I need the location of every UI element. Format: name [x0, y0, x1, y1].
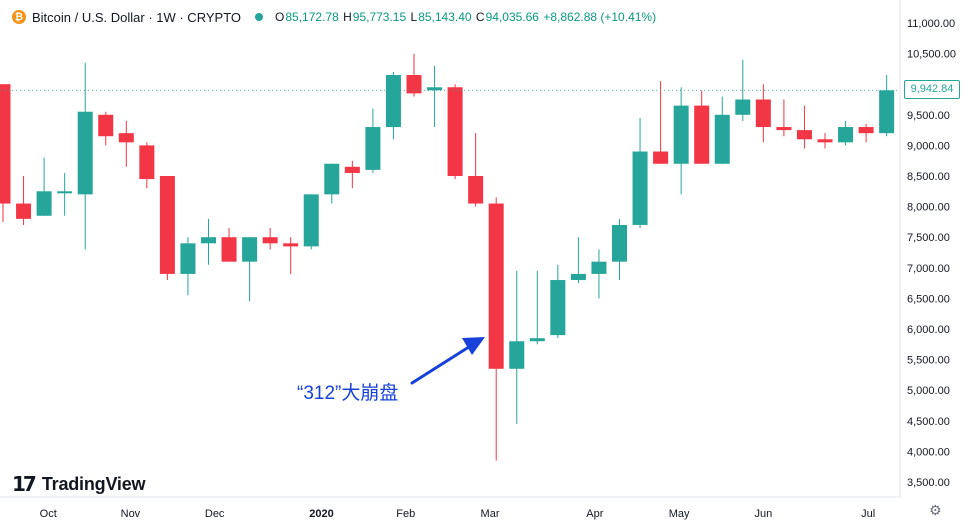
candle-body — [550, 280, 566, 336]
y-tick-label: 5,000.00 — [907, 385, 950, 397]
y-tick-label: 6,000.00 — [907, 324, 950, 336]
candle-body — [612, 224, 627, 262]
candle-body — [591, 261, 607, 274]
x-tick-label: Oct — [40, 508, 57, 520]
candle-body — [796, 130, 812, 140]
candle-body — [16, 203, 32, 219]
open-label: O — [275, 10, 285, 24]
candle-body — [180, 243, 196, 274]
y-tick-label: 9,000.00 — [907, 140, 950, 152]
candle-body — [653, 151, 669, 164]
candle-body — [221, 237, 237, 262]
annotation-arrow — [410, 343, 474, 385]
candle-body — [57, 191, 73, 194]
x-tick-label: Dec — [205, 508, 225, 520]
y-tick-label: 7,000.00 — [907, 263, 950, 275]
y-tick-label: 7,500.00 — [907, 232, 950, 244]
x-tick-label: Apr — [586, 508, 603, 520]
tradingview-logo[interactable]: 17 TradingView — [12, 472, 146, 496]
bitcoin-icon: ₿ — [12, 10, 26, 24]
candle-body — [673, 105, 689, 164]
candle-body — [365, 127, 381, 170]
market-status-icon — [255, 13, 264, 21]
candle-body — [77, 111, 93, 195]
y-tick-label: 4,500.00 — [907, 416, 950, 428]
annotation-arrow-head — [462, 337, 485, 355]
candle-body — [201, 237, 216, 244]
candle-body — [879, 90, 895, 134]
y-tick-label: 9,500.00 — [907, 110, 950, 122]
close-label: C — [475, 10, 485, 24]
candle-body — [139, 145, 155, 180]
y-tick-label: 8,000.00 — [907, 202, 950, 214]
change-value: +8,862.88 (+10.41%) — [543, 10, 657, 24]
last-price-label: 9,942.84 — [904, 80, 960, 99]
candle-body — [303, 194, 319, 247]
candle-body — [694, 105, 710, 164]
candle-body — [714, 114, 730, 164]
candle-body — [858, 127, 874, 134]
symbol-title[interactable]: Bitcoin / U.S. Dollar · 1W · CRYPTO — [32, 9, 242, 25]
candle-body — [817, 139, 833, 143]
candle-body — [838, 127, 854, 143]
high-label: H — [343, 10, 352, 24]
candle-body — [242, 237, 258, 262]
y-tick-label: 8,500.00 — [907, 171, 950, 183]
candle-body — [570, 273, 586, 281]
candle-body — [468, 176, 484, 204]
y-tick-label: 5,500.00 — [907, 355, 950, 367]
candle-body — [447, 87, 463, 176]
close-value: 94,035.66 — [485, 10, 539, 24]
tradingview-logo-text: TradingView — [41, 473, 146, 494]
settings-gear-icon[interactable]: ⚙ — [929, 503, 942, 519]
tradingview-logo-icon: 17 — [12, 472, 37, 496]
candle-body — [36, 191, 52, 216]
candle-body — [262, 237, 278, 244]
x-tick-label: Feb — [396, 508, 415, 520]
candle-body — [509, 341, 525, 369]
crash-annotation: “312”大崩盘 — [297, 383, 399, 404]
candle-body — [159, 176, 175, 274]
y-tick-label: 10,500.00 — [907, 49, 956, 61]
ohlc-readout: O85,172.78 H95,773.15 L85,143.40 C94,035… — [275, 10, 657, 24]
low-value: 85,143.40 — [418, 10, 472, 24]
x-tick-label: Jun — [754, 508, 772, 520]
x-tick-label: May — [669, 508, 690, 520]
high-value: 95,773.15 — [352, 10, 407, 24]
x-tick-label: Mar — [481, 508, 500, 520]
candle-body — [385, 75, 401, 128]
y-tick-label: 6,500.00 — [907, 293, 950, 305]
x-tick-label: Nov — [121, 508, 141, 520]
candle-body — [755, 99, 771, 128]
candle-body — [324, 163, 340, 195]
candle-body — [344, 166, 360, 173]
y-tick-label: 3,500.00 — [907, 477, 950, 489]
x-tick-label: 2020 — [309, 508, 333, 520]
candle-body — [529, 338, 545, 342]
chart-header: ₿ Bitcoin / U.S. Dollar · 1W · CRYPTO O8… — [0, 0, 657, 34]
candle-body — [0, 84, 11, 204]
open-value: 85,172.78 — [285, 10, 339, 24]
candle-body — [427, 87, 443, 91]
candle-body — [735, 99, 751, 115]
candle-body — [283, 243, 299, 247]
candle-body — [488, 203, 504, 369]
candle-body — [776, 127, 792, 131]
candle-body — [118, 133, 134, 143]
candle-body — [406, 75, 422, 94]
low-label: L — [410, 10, 418, 24]
x-tick-label: Jul — [861, 508, 875, 520]
y-tick-label: 11,000.00 — [907, 18, 955, 30]
candle-body — [632, 151, 648, 225]
y-tick-label: 4,000.00 — [907, 446, 950, 458]
candle-body — [98, 114, 114, 137]
